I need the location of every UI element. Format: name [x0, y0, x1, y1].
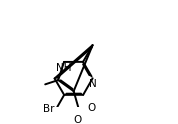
Text: NH: NH: [56, 62, 71, 73]
Text: O: O: [74, 115, 82, 124]
Text: Br: Br: [43, 104, 55, 114]
Text: O: O: [87, 103, 95, 113]
Text: N: N: [89, 79, 97, 89]
